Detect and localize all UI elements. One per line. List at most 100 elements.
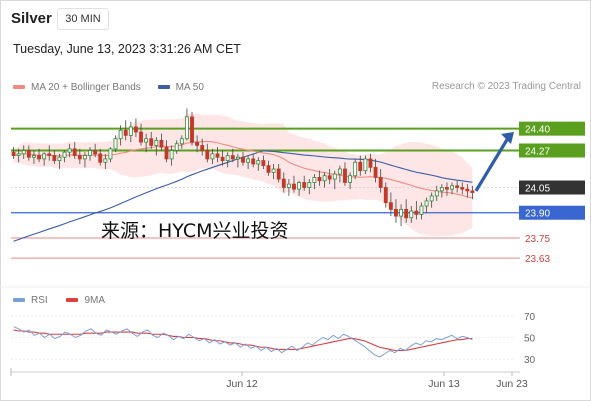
candle [108,147,113,163]
candle [159,133,164,151]
level-label-24.05: 24.05 [525,184,550,195]
legend-rsi-ma[interactable]: 9MA [66,295,105,306]
candle-body [230,155,235,160]
candle [353,158,358,180]
candle-body [128,126,133,136]
candle-body [363,158,368,172]
candle [174,140,179,154]
x-tick-label: Jun 23 [496,378,528,390]
candle-body [343,168,347,183]
candle [195,135,200,153]
x-tick-label: Jun 13 [428,378,460,390]
candle [358,155,363,176]
candle [343,162,347,186]
candle [383,182,388,208]
rsi-legend: RSI 9MA [13,294,121,306]
candle [348,172,353,190]
x-tick-label: Jun 12 [226,378,258,390]
chart-datetime: Tuesday, June 13, 2023 3:31:26 AM CET [13,42,241,56]
projection-arrow-shaft [474,137,510,192]
level-tag-24.40 [519,121,585,136]
candle [337,165,342,183]
candle [77,148,82,164]
indicator-legend: MA 20 + Bollinger Bands MA 50 [13,81,218,93]
candle-body [133,126,138,133]
candle-body [470,190,475,193]
candle [225,152,230,168]
candle [241,152,245,166]
candle [164,140,169,163]
candle [118,125,123,146]
candle [445,182,449,196]
candle-body [404,208,409,219]
candle [169,145,174,166]
candle-body [139,131,143,143]
candle [113,135,118,153]
candle [205,143,210,163]
level-tag-24.27 [519,143,585,158]
candle [179,135,184,149]
candle-body [312,177,317,183]
candle-body [26,150,31,158]
candle [281,172,286,193]
candle [11,147,16,159]
candle [154,137,159,156]
candle [429,192,434,208]
level-tag-23.90 [519,205,585,220]
legend-rsi-label: RSI [31,294,48,306]
candle [21,145,26,159]
candle [26,145,31,161]
rsi-line [13,326,473,358]
candle [368,153,373,173]
candle-body [455,185,460,188]
candle [424,197,429,213]
candle-body [52,155,57,161]
candle [184,108,189,141]
candle-body [179,138,184,145]
candle [317,170,322,186]
candle [128,121,133,143]
candle-body [292,183,296,190]
candle-body [37,155,41,160]
legend-ma20[interactable]: MA 20 + Bollinger Bands [13,82,141,93]
level-tag-24.05 [519,180,585,195]
candle-body [83,155,87,160]
candle [246,155,251,169]
candle-body [164,146,169,160]
candle-body [322,175,327,182]
candle-body [373,166,378,178]
candle-body [414,210,419,215]
level-label-24.40: 24.40 [525,125,550,136]
candle-body [113,138,118,150]
candle [200,138,205,156]
candle [470,185,475,200]
candle-body [378,177,383,188]
bollinger-band [13,113,473,237]
candle-body [465,188,470,192]
candle-body [241,156,245,163]
candle [414,200,419,220]
candle-body [103,158,108,163]
candle [388,192,393,217]
legend-rsi[interactable]: RSI [13,295,48,306]
legend-rsi-ma-label: 9MA [84,294,106,306]
candle-body [195,141,200,146]
legend-ma50[interactable]: MA 50 [157,82,204,93]
candle [297,180,302,196]
candle [133,118,138,138]
candle [266,160,271,176]
candle-body [256,160,261,165]
candle-body [419,205,424,215]
candle-body [225,155,230,161]
candle-body [409,210,414,219]
candle-body [266,165,271,173]
candle [404,199,409,223]
candle [57,153,62,169]
candle [322,172,327,188]
candle [276,163,281,183]
candle-body [149,138,154,146]
timeframe-button[interactable]: 30 MIN [57,8,109,30]
candle [455,180,460,193]
candle [83,152,87,168]
candle [460,182,465,195]
